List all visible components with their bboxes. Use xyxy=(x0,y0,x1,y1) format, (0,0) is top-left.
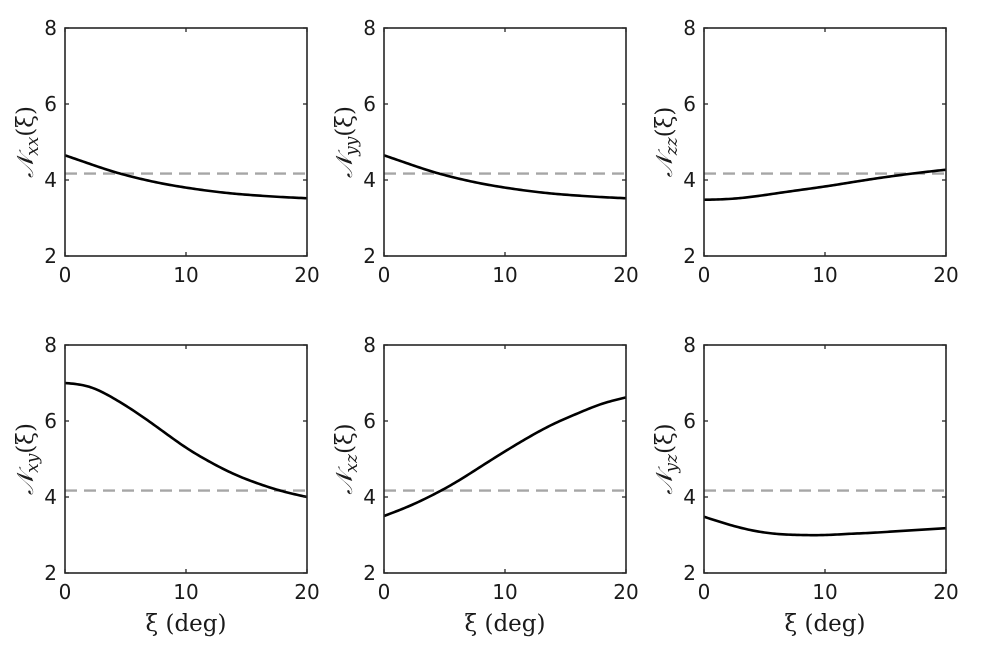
y-tick-label: 6 xyxy=(44,409,57,433)
y-axis-label: 𝒩zz(ξ) xyxy=(652,107,682,178)
y-axis-label: 𝒩xx(ξ) xyxy=(13,106,43,178)
data-curve xyxy=(383,154,627,200)
axes-frame xyxy=(703,27,947,257)
y-tick-label: 2 xyxy=(363,244,376,268)
x-tick-label: 0 xyxy=(59,263,72,287)
x-tick-label: 20 xyxy=(933,580,958,604)
y-tick-label: 4 xyxy=(44,485,57,509)
y-tick-label: 2 xyxy=(683,244,696,268)
axes-frame xyxy=(703,344,947,574)
subplot-6: 0 10 20 2 4 6 8 𝒩yz(ξ) ξ (deg) xyxy=(652,333,959,637)
y-axis-label: 𝒩yy(ξ) xyxy=(332,106,362,178)
data-curve xyxy=(383,396,627,518)
data-curve xyxy=(703,168,947,202)
y-tick-label: 2 xyxy=(683,561,696,585)
y-axis-label: 𝒩yz(ξ) xyxy=(652,423,682,494)
x-tick-label: 0 xyxy=(378,580,391,604)
x-axis-label: ξ (deg) xyxy=(465,611,546,637)
axes-frame xyxy=(383,344,627,574)
subplot-5: 0 10 20 2 4 6 8 𝒩xz(ξ) ξ (deg) xyxy=(332,333,639,637)
y-tick-label: 4 xyxy=(363,485,376,509)
x-tick-label: 0 xyxy=(378,263,391,287)
y-tick-label: 8 xyxy=(683,333,696,357)
x-tick-label: 0 xyxy=(698,263,711,287)
x-tick-label: 20 xyxy=(613,580,638,604)
y-tick-label: 8 xyxy=(363,333,376,357)
y-tick-label: 2 xyxy=(363,561,376,585)
subplot-1: 0 10 20 2 4 6 8 𝒩xx(ξ) xyxy=(13,16,320,287)
y-tick-label: 4 xyxy=(683,485,696,509)
x-tick-label: 10 xyxy=(173,263,198,287)
x-tick-label: 10 xyxy=(812,263,837,287)
y-axis-label: 𝒩xz(ξ) xyxy=(332,423,362,494)
y-tick-label: 6 xyxy=(363,409,376,433)
y-tick-label: 4 xyxy=(44,168,57,192)
y-tick-label: 8 xyxy=(44,333,57,357)
y-tick-label: 6 xyxy=(683,92,696,116)
x-tick-label: 0 xyxy=(59,580,72,604)
y-tick-label: 8 xyxy=(683,16,696,40)
y-tick-label: 8 xyxy=(363,16,376,40)
subplot-3: 0 10 20 2 4 6 8 𝒩zz(ξ) xyxy=(652,16,959,287)
x-tick-label: 10 xyxy=(492,263,517,287)
axes-frame xyxy=(64,27,308,257)
y-tick-label: 2 xyxy=(44,561,57,585)
data-curve xyxy=(64,154,308,200)
x-axis-label: ξ (deg) xyxy=(146,611,227,637)
x-tick-label: 20 xyxy=(294,263,319,287)
axes-frame xyxy=(383,27,627,257)
subplot-4: 0 10 20 2 4 6 8 𝒩xy(ξ) ξ (deg) xyxy=(13,333,320,637)
x-axis-label: ξ (deg) xyxy=(785,611,866,637)
x-tick-label: 10 xyxy=(173,580,198,604)
y-tick-label: 6 xyxy=(363,92,376,116)
axes-frame xyxy=(64,344,308,574)
data-curve xyxy=(64,381,308,499)
y-axis-label: 𝒩xy(ξ) xyxy=(13,423,43,495)
data-curve xyxy=(703,515,947,537)
y-tick-label: 4 xyxy=(683,168,696,192)
x-tick-label: 20 xyxy=(613,263,638,287)
y-tick-label: 6 xyxy=(44,92,57,116)
y-tick-label: 4 xyxy=(363,168,376,192)
y-tick-label: 2 xyxy=(44,244,57,268)
y-tick-label: 6 xyxy=(683,409,696,433)
y-tick-label: 8 xyxy=(44,16,57,40)
x-tick-label: 20 xyxy=(294,580,319,604)
x-tick-label: 0 xyxy=(698,580,711,604)
subplot-2: 0 10 20 2 4 6 8 𝒩yy(ξ) xyxy=(332,16,639,287)
x-tick-label: 10 xyxy=(812,580,837,604)
x-tick-label: 20 xyxy=(933,263,958,287)
x-tick-label: 10 xyxy=(492,580,517,604)
